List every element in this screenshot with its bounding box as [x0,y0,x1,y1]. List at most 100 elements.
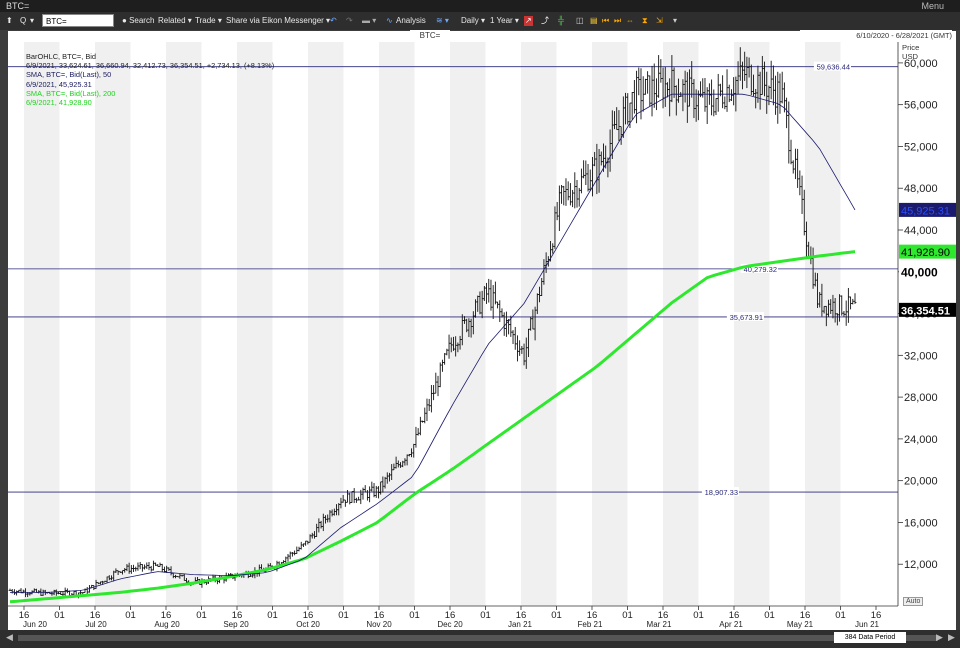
x-tick-label: 16 [800,610,811,621]
chart-ric-label: BTC= [410,30,450,42]
month-label: Oct 20 [296,620,320,629]
undo-icon[interactable]: ↶ [330,16,337,25]
x-tick-label: 01 [693,610,704,621]
search-q-icon[interactable]: Q [20,16,27,25]
legend-sma200-title: SMA, BTC=, Bid(Last), 200 [26,88,116,98]
y-tick-label: 12,000 [904,559,938,571]
x-tick-label: 16 [374,610,385,621]
data-period-label: 384 Data Period [834,632,906,643]
reference-label-bg [813,61,851,71]
reference-label-bg [726,311,764,321]
scrollbar[interactable]: ◀ 384 Data Period ▶ ▶ [0,630,960,648]
flag-icon[interactable]: ▤ [590,16,598,25]
month-label: Mar 21 [647,620,672,629]
line-chart-icon[interactable]: ⤴ [541,16,549,25]
scroll-right-icon[interactable]: ⏭ [614,16,622,25]
scroll-track[interactable] [18,635,938,641]
x-tick-label: 01 [196,610,207,621]
time-band [308,42,344,606]
search-button[interactable]: ● Search [122,16,155,25]
chart-type-icon[interactable]: ↗ [524,16,533,26]
month-label: Jun 21 [855,620,880,629]
y-tick-label: 20,000 [904,476,938,488]
reference-line-label: 59,636.44 [817,63,850,72]
price-tag-label: 41,928.90 [901,247,950,259]
legend-bars-values: 6/9/2021, 33,624.61, 36,660.94, 32,412.7… [26,61,275,71]
range-label: 1 Year [490,16,513,25]
trade-button[interactable]: Trade ▾ [195,16,222,25]
price-tag-label: 45,925.31 [901,205,950,217]
time-band [521,42,557,606]
time-band [734,42,770,606]
month-label: Jun 20 [23,620,48,629]
dropdown-icon[interactable]: ▾ [30,16,35,25]
x-tick-label: 01 [835,610,846,621]
legend-sma50-value: 6/9/2021, 45,925.31 [26,79,92,89]
related-button[interactable]: Related ▾ [158,16,192,25]
price-tag-bg [899,202,956,217]
scroll-left-icon[interactable]: ⏮ [602,16,610,25]
y-tick-label: 24,000 [904,434,938,446]
hourglass-icon[interactable]: ⧗ [642,16,648,25]
chart-legend: BarOHLC, BTC=, Bid 6/9/2021, 33,624.61, … [26,52,274,107]
related-label: Related [158,16,186,25]
toolbar: ⬆ Q ▾ BTC= ● Search Related ▾ Trade ▾ Sh… [0,12,960,31]
y-tick-label: 52,000 [904,141,938,153]
legend-bars-title: BarOHLC, BTC=, Bid [26,52,97,61]
price-tag: 36,354.51 [899,302,956,317]
menu-button[interactable]: Menu [921,1,944,11]
zoom-icon[interactable]: ◫ [576,16,584,25]
reference-line-label: 18,907.33 [705,488,738,497]
x-tick-label: 01 [338,610,349,621]
x-tick-label: 16 [658,610,669,621]
interval-select[interactable]: Daily ▾ [461,16,486,25]
price-axis-unit: USD [902,52,919,61]
price-tag-bg [899,302,956,317]
x-tick-label: 01 [409,610,420,621]
redo-icon[interactable]: ↷ [346,16,353,25]
expand-icon[interactable]: ⇲ [656,16,663,25]
search-label: Search [129,16,155,25]
x-tick-label: 16 [303,610,314,621]
time-band [805,42,841,606]
overlay-icon[interactable]: ≋ ▾ [436,16,449,25]
analysis-icon[interactable]: ∿ [386,16,393,25]
analysis-button[interactable]: Analysis [396,16,426,25]
price-tag: 40,000 [899,264,956,279]
month-label: Feb 21 [578,620,603,629]
share-button[interactable]: Share via Eikon Messenger ▾ [226,16,331,25]
scroll-right-arrow-icon[interactable]: ▶ [936,632,943,642]
scroll-end-icon[interactable]: ▶ [948,632,955,642]
up-arrow-icon[interactable]: ⬆ [6,16,13,25]
time-band [237,42,273,606]
folder-icon[interactable]: ▬ ▾ [362,16,377,25]
legend-sma50-title: SMA, BTC=, Bid(Last), 50 [26,70,112,80]
month-label: Jan 21 [508,620,533,629]
y-tick-label: 16,000 [904,517,938,529]
y-tick-label: 32,000 [904,350,938,362]
time-band [379,42,415,606]
x-tick-label: 01 [54,610,65,621]
fit-icon[interactable]: ⇔ [626,16,634,25]
x-tick-label: 16 [19,610,30,621]
price-tag-bg [899,244,956,259]
crosshair-icon[interactable]: ╬ [558,16,564,25]
x-tick-label: 16 [871,610,882,621]
auto-scale-button[interactable]: Auto [903,597,924,606]
title-bar: BTC= Menu [0,0,960,12]
x-tick-label: 01 [480,610,491,621]
ohlc-bar [853,293,857,304]
y-tick-label: 44,000 [904,225,938,237]
more-icon[interactable]: ▾ [673,16,678,25]
time-band [663,42,699,606]
range-select[interactable]: 1 Year ▾ [490,16,519,25]
x-tick-label: 16 [161,610,172,621]
price-tag-bg [899,264,956,279]
reference-line-label: 35,673.91 [730,313,763,322]
scroll-left-arrow-icon[interactable]: ◀ [6,632,13,642]
ric-input[interactable]: BTC= [42,14,114,27]
y-tick-label: 56,000 [904,100,938,112]
price-tag: 45,925.31 [899,202,956,217]
